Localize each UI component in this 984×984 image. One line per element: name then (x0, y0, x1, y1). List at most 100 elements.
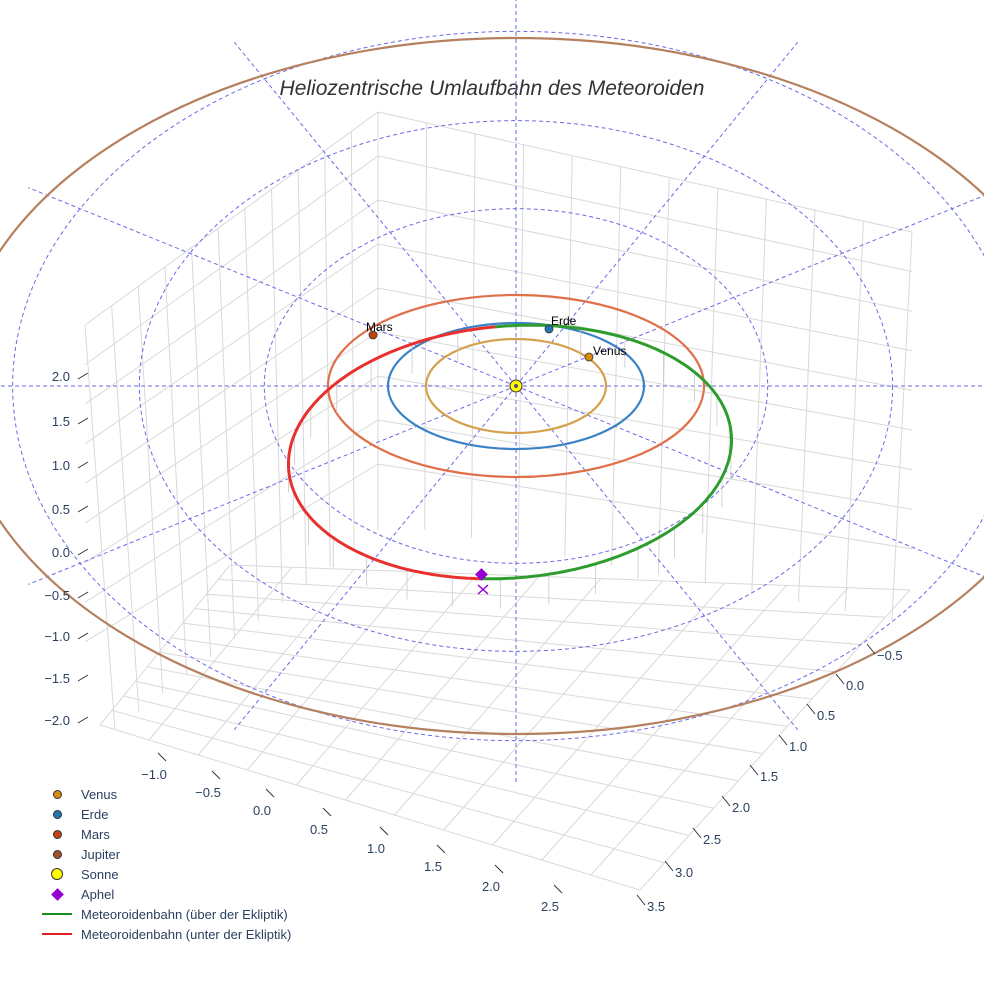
x-tick-mark (379, 826, 389, 836)
legend-label: Aphel (81, 886, 115, 902)
z-tick-label: 0.5 (52, 502, 70, 517)
ecliptic-ray (515, 385, 798, 730)
grid-line (194, 608, 837, 673)
legend-symbol (40, 784, 74, 804)
grid-line (470, 133, 476, 539)
y-tick-label: 2.0 (732, 800, 750, 815)
legend: Venus Erde Mars Jupiter Sonne Aphel Meteoroide… (40, 784, 370, 944)
grid-line (751, 199, 767, 593)
y-tick-mark (778, 734, 788, 746)
y-tick-label: −0.5 (877, 648, 903, 663)
legend-item[interactable]: Jupiter (40, 844, 370, 864)
legend-item[interactable]: Mars (40, 824, 370, 844)
x-tick-label: −0.5 (195, 785, 221, 800)
grid-line (424, 122, 428, 530)
axis-ticks: 2.0 1.5 1.0 0.5 0.0 −0.5 −1.0 −1.5 −2.0 −1.0 −0.5 0… (44, 369, 902, 914)
y-tick-label: 2.5 (703, 832, 721, 847)
x-tick-label: 2.0 (482, 879, 500, 894)
legend-item[interactable]: Meteoroidenbahn (unter der Ekliptik) (40, 924, 370, 944)
grid-line (84, 199, 913, 405)
x-tick-mark (553, 884, 563, 894)
legend-swatch (52, 789, 62, 799)
ecliptic-ray (515, 385, 984, 577)
legend-swatch (52, 809, 62, 819)
planet-label-erde: Erde (551, 314, 577, 328)
legend-item[interactable]: Venus (40, 784, 370, 804)
grid-line (891, 231, 913, 621)
legend-symbol (40, 864, 74, 884)
meteoroid-orbit-above (482, 323, 733, 581)
grid-line (99, 724, 641, 891)
grid-line (111, 709, 665, 864)
ecliptic-reference-grid (0, 0, 984, 783)
y-tick-mark (721, 795, 731, 807)
grid-line (590, 587, 849, 876)
legend-item[interactable]: Meteoroidenbahn (über der Ekliptik) (40, 904, 370, 924)
z-tick-mark (77, 461, 89, 469)
z-tick-mark (77, 548, 89, 556)
ecliptic-ring (138, 120, 894, 652)
grid-line (123, 695, 690, 836)
z-tick-label: 1.5 (52, 414, 70, 429)
ecliptic-ray (28, 187, 517, 387)
x-tick-label: 2.5 (541, 899, 559, 914)
z-tick-label: −0.5 (44, 588, 70, 603)
y-tick-mark (866, 643, 876, 655)
z-tick-mark (77, 505, 89, 513)
legend-label: Meteoroidenbahn (unter der Ekliptik) (81, 926, 292, 942)
grid-line (798, 210, 816, 602)
ecliptic-ray (234, 385, 517, 730)
z-tick-mark (77, 372, 89, 380)
orbit-mars (326, 293, 706, 479)
meteoroid-orbit-below (287, 325, 496, 581)
grid-line (844, 221, 864, 611)
grid-line (148, 566, 293, 741)
grid-line (270, 189, 283, 603)
grid-line (639, 589, 911, 891)
grid-line (99, 564, 231, 726)
legend-symbol (40, 924, 74, 944)
legend-symbol (40, 824, 74, 844)
grid-line (345, 576, 540, 801)
grid-line (84, 419, 913, 603)
grid-line (84, 375, 913, 564)
grid-line (182, 622, 812, 700)
y-tick-mark (749, 764, 759, 776)
legend-label: Sonne (81, 866, 119, 882)
orbit-venus (424, 337, 608, 435)
x-tick-mark (265, 788, 275, 798)
z-tick-label: −1.0 (44, 629, 70, 644)
grid-line (443, 580, 664, 831)
legend-item[interactable]: Sonne (40, 864, 370, 884)
z-tick-mark (77, 632, 89, 640)
grid-line (229, 564, 911, 591)
z-tick-label: −1.5 (44, 671, 70, 686)
grid-line (517, 144, 525, 548)
legend-symbol (40, 884, 74, 904)
grid-line (84, 243, 913, 445)
legend-item[interactable]: Aphel (40, 884, 370, 904)
legend-swatch (42, 933, 72, 935)
x-tick-mark (436, 844, 446, 854)
y-tick-label: 3.0 (675, 865, 693, 880)
y-tick-mark (636, 894, 646, 906)
grid-line (197, 569, 355, 756)
grid-line (191, 247, 212, 658)
y-tick-mark (692, 827, 702, 839)
legend-label: Meteoroidenbahn (über der Ekliptik) (81, 906, 288, 922)
x-tick-label: 0.5 (310, 822, 328, 837)
y-tick-mark (806, 703, 816, 715)
grid-line (159, 651, 763, 755)
y-tick-label: 1.5 (760, 769, 778, 784)
grid-line (295, 573, 478, 786)
planet-marker-erde (544, 324, 554, 334)
grid-line (84, 331, 913, 524)
grid-line (84, 324, 116, 731)
grid-line (135, 680, 714, 809)
legend-swatch (51, 868, 63, 880)
z-tick-mark (77, 716, 89, 724)
legend-item[interactable]: Erde (40, 804, 370, 824)
x-tick-label: 1.5 (424, 859, 442, 874)
grid-line (217, 228, 236, 640)
